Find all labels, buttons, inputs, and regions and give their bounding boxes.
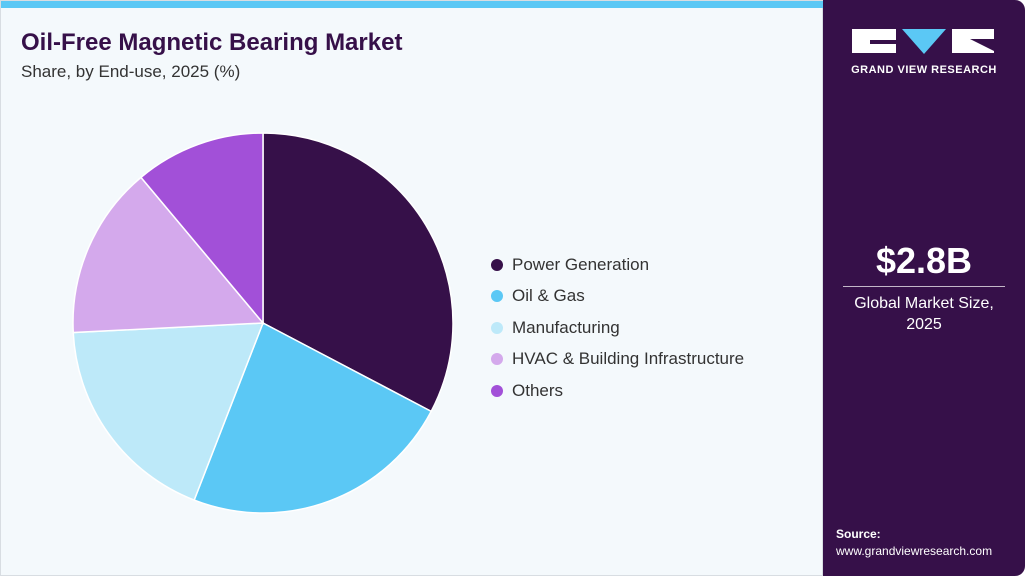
pie-slice-oil-gas — [193, 321, 433, 514]
legend-swatch — [491, 384, 503, 397]
sidebar: GRAND VIEW RESEARCH $2.8B Global Market … — [823, 0, 1025, 576]
accent-bar — [1, 1, 824, 8]
chart-subtitle: Share, by End-use, 2025 (%) — [21, 62, 241, 81]
legend-item: Oil & Gas — [491, 281, 744, 313]
legend-swatch — [491, 353, 503, 366]
source: Source: www.grandviewresearch.com — [836, 526, 992, 560]
legend-swatch — [491, 321, 503, 334]
source-label: Source: — [836, 527, 881, 541]
legend-label: Manufacturing — [512, 317, 620, 337]
legend-label: Others — [512, 380, 564, 400]
pie-slice-manufacturing — [72, 322, 265, 502]
legend-label: HVAC & Building Infrastructure — [512, 349, 745, 369]
pie-slice-hvac-building-infrastructure — [72, 176, 265, 334]
market-size-value: $2.8B — [875, 240, 973, 281]
pie-slice-power-generation — [262, 132, 454, 413]
pie-slice-others — [139, 132, 264, 326]
legend-swatch — [491, 258, 503, 271]
legend-label: Power Generation — [512, 254, 650, 274]
legend-swatch — [491, 290, 503, 303]
legend-item: Power Generation — [491, 249, 744, 281]
divider — [843, 286, 1005, 287]
chart-panel: Oil-Free Magnetic Bearing Market Share, … — [0, 0, 824, 576]
legend-item: Manufacturing — [491, 312, 744, 344]
chart-title: Oil-Free Magnetic Bearing Market — [21, 29, 403, 56]
legend: Power Generation Oil & Gas Manufacturing HV… — [491, 249, 744, 407]
source-url[interactable]: www.grandviewresearch.com — [836, 544, 993, 558]
legend-label: Oil & Gas — [512, 286, 585, 306]
market-size-label: Global Market Size, 2025 — [854, 295, 994, 333]
legend-item: HVAC & Building Infrastructure — [491, 344, 744, 376]
gvr-logo — [852, 29, 994, 54]
pie-chart — [72, 132, 454, 514]
legend-item: Others — [491, 375, 744, 407]
logo-text: GRAND VIEW RESEARCH — [851, 64, 997, 76]
